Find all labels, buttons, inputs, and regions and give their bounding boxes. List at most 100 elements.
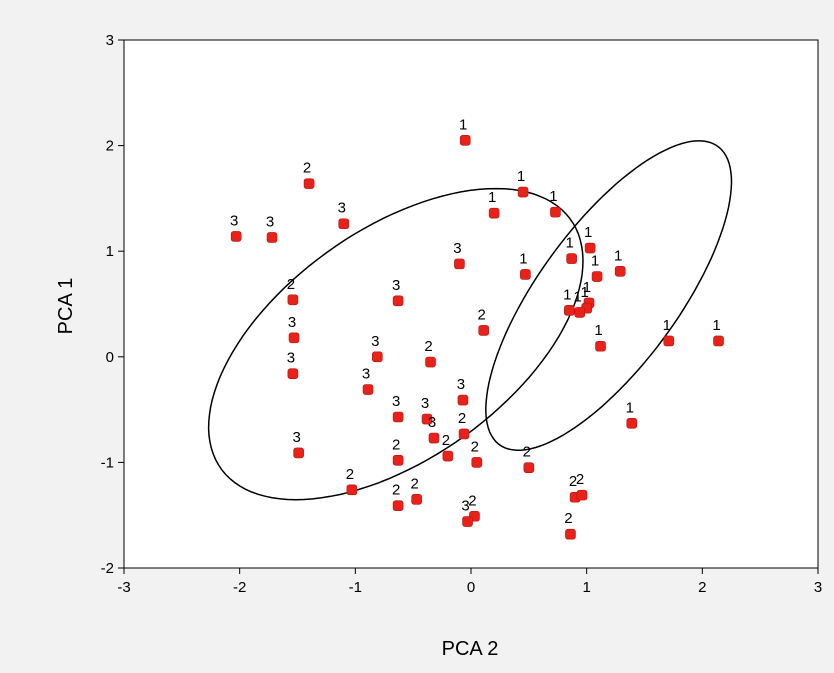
data-point — [428, 432, 440, 444]
y-axis: -2 -1 0 1 2 3 — [101, 32, 124, 577]
data-point — [392, 454, 404, 466]
point-label: 2 — [468, 492, 476, 509]
data-point — [614, 265, 626, 277]
data-point — [565, 528, 576, 540]
data-point — [392, 295, 404, 307]
point-label: 1 — [712, 317, 720, 334]
point-label: 2 — [569, 473, 577, 490]
data-point — [576, 489, 588, 501]
point-label: 3 — [288, 314, 296, 331]
data-point — [663, 335, 675, 347]
x-axis-title: PCA 2 — [442, 638, 499, 660]
point-label: 3 — [428, 414, 436, 431]
point-label: 2 — [523, 444, 531, 461]
data-point — [523, 462, 535, 473]
y-tick-label: 0 — [106, 349, 114, 366]
data-point — [517, 186, 529, 198]
point-label: 3 — [461, 498, 469, 515]
point-label: 3 — [457, 376, 465, 393]
point-label: 3 — [266, 213, 274, 230]
x-tick-label: -3 — [117, 579, 130, 596]
data-point — [550, 206, 561, 218]
data-point — [520, 269, 531, 280]
point-label: 1 — [519, 250, 527, 267]
point-label: 2 — [471, 438, 479, 455]
data-point — [713, 335, 724, 347]
point-label: 3 — [421, 395, 429, 412]
data-point — [564, 305, 575, 316]
point-label: 1 — [459, 116, 467, 133]
point-label: 2 — [410, 475, 418, 492]
point-label: 2 — [392, 436, 400, 453]
y-tick-label: 1 — [106, 243, 114, 260]
data-point — [411, 494, 422, 505]
point-label: 3 — [230, 212, 238, 229]
data-point — [293, 447, 304, 459]
cluster-ellipses — [207, 140, 733, 501]
point-label: 1 — [488, 189, 496, 206]
y-tick-label: -1 — [101, 454, 114, 471]
data-point — [462, 516, 473, 527]
data-point — [392, 500, 404, 511]
data-point — [346, 484, 358, 496]
cluster-ellipse — [207, 187, 584, 501]
data-point — [266, 232, 278, 243]
data-point — [454, 258, 465, 270]
point-label: 3 — [453, 240, 461, 257]
data-point — [421, 413, 433, 425]
data-point — [566, 253, 577, 264]
point-label: 1 — [563, 286, 571, 303]
data-point — [425, 356, 436, 368]
data-point — [287, 294, 299, 306]
point-label: 3 — [392, 277, 400, 294]
point-label: 2 — [478, 306, 486, 323]
data-point — [442, 450, 454, 462]
point-label: 1 — [626, 399, 634, 416]
data-point — [488, 207, 500, 219]
point-label: 2 — [424, 338, 432, 355]
y-tick-label: 3 — [106, 32, 114, 49]
point-label: 2 — [458, 410, 466, 427]
point-label: 2 — [303, 160, 311, 177]
point-label: 1 — [580, 284, 588, 301]
data-point — [288, 332, 300, 344]
point-label: 3 — [371, 333, 379, 350]
point-label: 1 — [565, 235, 573, 252]
x-tick-label: 3 — [814, 579, 822, 596]
data-point — [457, 394, 469, 406]
x-axis: -3 -2 -1 0 1 2 3 — [117, 568, 822, 596]
data-point — [471, 457, 483, 468]
x-tick-label: 2 — [698, 579, 706, 596]
point-label: 1 — [574, 288, 582, 305]
y-tick-label: -2 — [101, 560, 114, 577]
data-point — [626, 418, 638, 429]
point-label: 1 — [663, 317, 671, 334]
data-point — [287, 368, 299, 379]
point-label: 2 — [392, 482, 400, 499]
point-label: 3 — [287, 350, 295, 367]
data-point — [392, 411, 404, 423]
point-label: 1 — [591, 253, 599, 270]
y-axis-title: PCA 1 — [55, 278, 77, 335]
point-label: 1 — [583, 279, 591, 296]
point-label: 2 — [576, 471, 584, 488]
point-label: 2 — [287, 276, 295, 293]
x-tick-label: 0 — [467, 579, 475, 596]
plot-area — [123, 39, 819, 569]
point-label: 2 — [442, 432, 450, 449]
data-point — [338, 218, 350, 230]
data-point — [584, 242, 596, 254]
data-point — [458, 428, 470, 440]
data-point — [459, 135, 471, 146]
data-point — [372, 351, 383, 363]
point-label: 3 — [338, 200, 346, 217]
data-point — [591, 271, 603, 282]
point-label: 1 — [584, 224, 592, 241]
point-label: 1 — [549, 188, 557, 205]
data-point — [595, 340, 606, 352]
data-point — [362, 384, 374, 395]
point-label: 2 — [564, 510, 572, 527]
point-label: 1 — [594, 322, 602, 339]
